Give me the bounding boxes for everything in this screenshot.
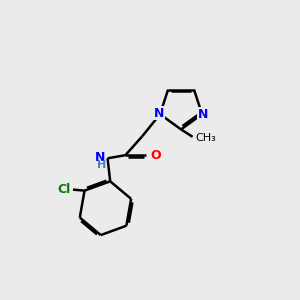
Text: O: O (150, 149, 161, 162)
Text: N: N (95, 151, 106, 164)
Text: H: H (97, 160, 106, 170)
Text: N: N (154, 107, 164, 120)
Text: Cl: Cl (57, 183, 70, 196)
Text: CH₃: CH₃ (195, 133, 216, 143)
Text: N: N (198, 108, 208, 121)
